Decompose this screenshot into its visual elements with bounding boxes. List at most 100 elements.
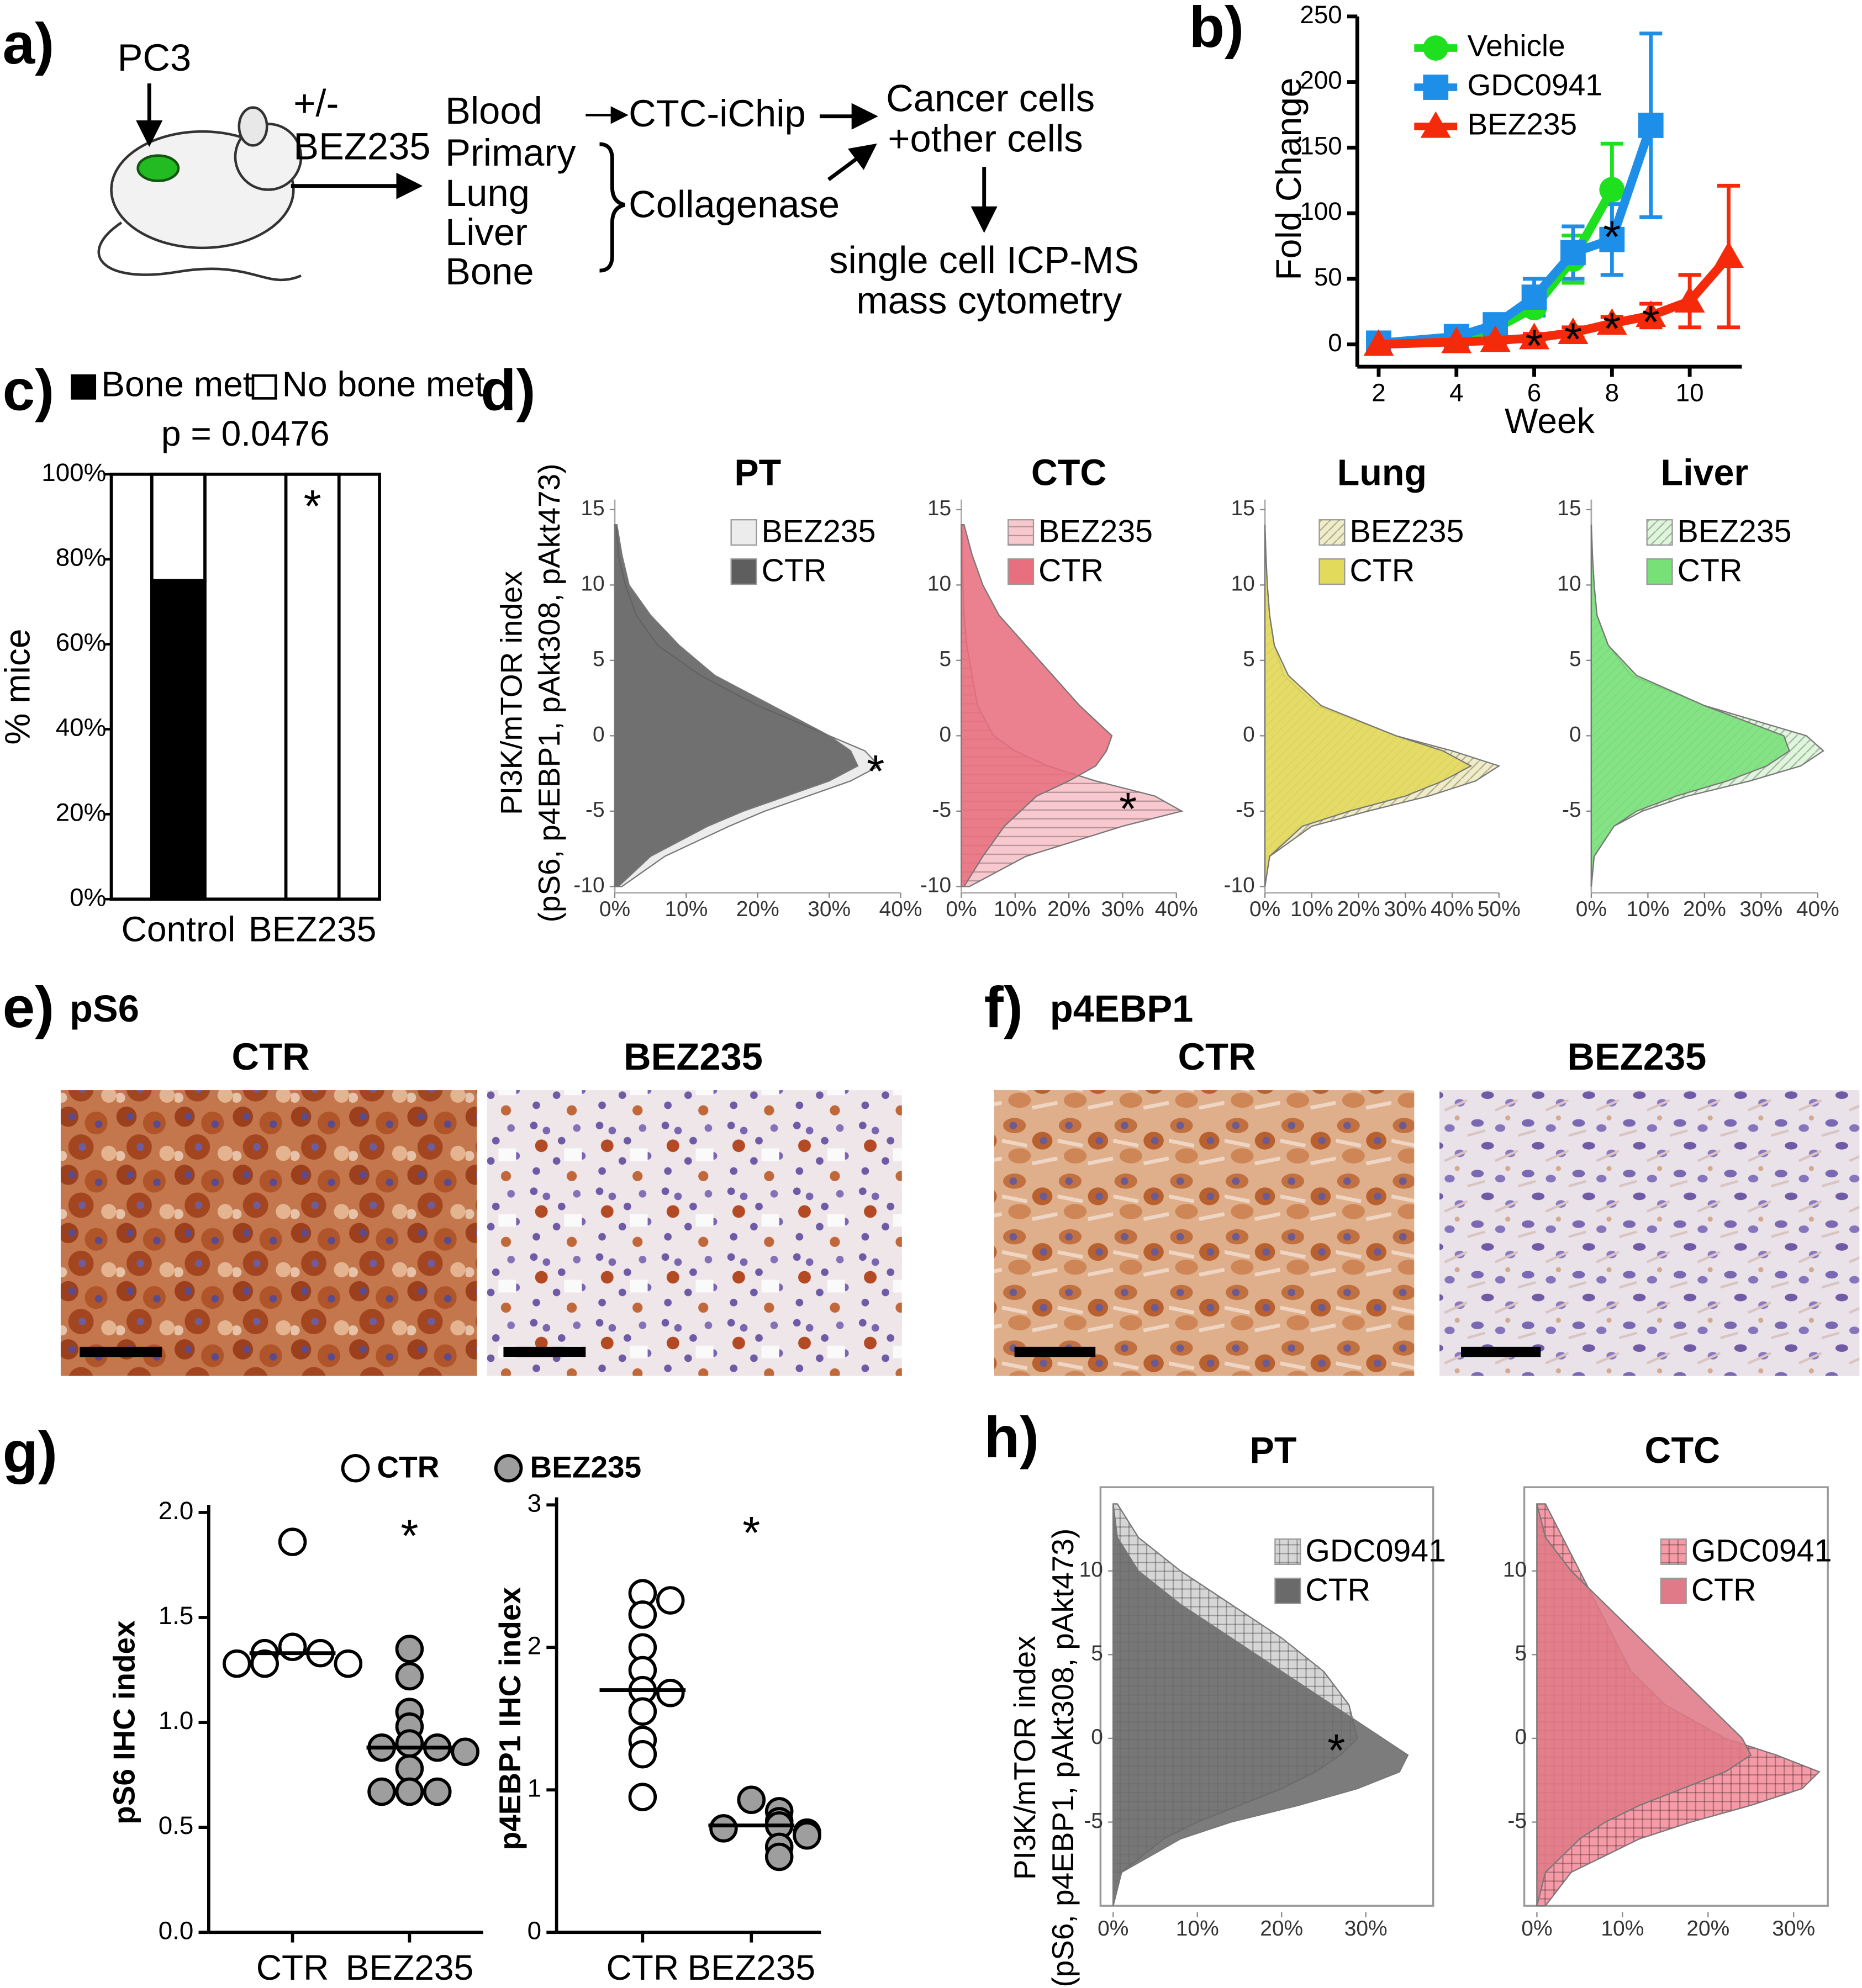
y-tick-label: 5 [1243,647,1255,671]
x-tick-label: 30% [1772,1917,1815,1941]
x-tick-label: 20% [1337,897,1380,921]
legend-swatch [730,558,757,585]
marker [1674,285,1705,313]
y-tick-label: 0 [1091,1725,1103,1749]
y-tick-label: 0 [1243,723,1255,747]
x-tick-label: 4 [1449,379,1463,407]
x-tick-label: Control [122,910,236,949]
legend-swatch [1646,519,1673,546]
x-tick-label: 0% [1098,1917,1128,1941]
dot [278,1527,307,1556]
plot-frame [1099,1486,1434,1907]
x-tick-label: 0% [599,897,630,921]
legend-label: Bone met [101,364,253,404]
panel-label: b) [1189,0,1244,60]
dot [737,1785,766,1815]
diagram-label: mass cytometry [856,279,1122,322]
y-tick-label: -5 [1508,1809,1527,1833]
dot [278,1632,307,1661]
y-tick-label: 10 [1557,572,1581,596]
brace [599,142,626,273]
legend-label: CTR [762,553,827,589]
diagram: PC3 +/- BEZ235 Blood Primary Lung Liver … [97,36,1139,322]
x-tick-label: 30% [808,897,851,921]
y-tick-label: -10 [920,874,951,897]
chart-title: PT [1250,1430,1297,1471]
diagram-label: +/- [293,82,339,125]
density-area [614,524,859,887]
legend-label: BEZ235 [1350,514,1464,549]
x-tick-label: 40% [1796,897,1839,921]
y-tick-label: 2.0 [159,1497,194,1525]
y-tick-label: 0.5 [159,1811,194,1839]
annotation: * [742,1508,760,1558]
marker [1521,284,1547,310]
y-tick-label: 80% [56,543,107,572]
y-tick-label: 15 [1231,496,1254,520]
diagram-label: CTC-iChip [629,92,806,135]
panel-label: f) [984,975,1023,1040]
dot [395,1777,424,1806]
x-tick-label: 0% [1249,897,1280,921]
x-tick-label: 10% [1626,897,1669,921]
y-tick-label: 0 [1328,329,1342,357]
y-tick-label: 20% [56,798,107,826]
y-tick-label: 0 [528,1916,541,1944]
marker [1480,325,1511,352]
x-tick-label: 10% [1176,1917,1219,1941]
annotation: * [1327,1725,1345,1776]
x-tick-label: 40% [1155,897,1198,921]
dot [628,1739,657,1769]
y-tick-label: -5 [1562,798,1581,822]
marker [1519,322,1550,350]
annotation: * [1564,314,1582,365]
chart-title: Liver [1661,453,1749,494]
annotation: * [304,481,321,532]
annotation: * [1119,784,1137,834]
legend-label: GDC0941 [1691,1533,1832,1568]
diagram-label: +other cells [888,118,1083,160]
ihc-image [487,1090,902,1376]
bar [150,579,207,901]
dot [395,1635,424,1663]
legend-swatch [1008,558,1035,585]
bar [284,472,341,901]
diagram-label: Bone [445,250,534,293]
ihc-image [994,1090,1415,1376]
x-tick-label: BEZ235 [346,1948,474,1987]
x-tick-label: 30% [1384,897,1427,921]
legend-swatch [1420,111,1451,138]
dot [764,1842,794,1871]
y-tick-label: 0 [593,723,605,747]
y-tick-label: 200 [1300,66,1342,94]
dot [395,1754,424,1783]
marker [1638,113,1664,138]
chart-title: CTC [1031,453,1106,494]
legend-swatch [251,374,277,400]
x-tick-label: 10% [1601,1917,1644,1941]
y-tick-label: 50 [1314,263,1342,291]
y-axis-title: Fold Change [1269,77,1309,280]
y-tick-label: 15 [581,496,604,520]
dot [367,1777,396,1806]
marker [1560,240,1586,266]
y-tick-label: 250 [1300,1,1342,29]
mouse-ear [238,106,268,147]
y-axis-title: pS6 IHC index [107,1620,141,1825]
diagram-label: Cancer cells [886,77,1095,119]
legend-swatch [1660,1538,1687,1565]
x-tick-label: 10% [994,897,1037,921]
y-tick-label: 0.0 [159,1916,194,1944]
chart-title: Lung [1337,453,1427,494]
legend-label: CTR [1038,553,1104,589]
y-axis-title: PI3K/mTOR index [1008,1636,1042,1880]
dot [793,1821,821,1850]
x-tick-label: 20% [736,897,779,921]
legend-label: CTR [1691,1572,1756,1608]
legend-swatch [1660,1577,1687,1604]
y-tick-label: 5 [593,647,605,671]
density-area [1590,525,1791,887]
legend-label: Vehicle [1467,29,1565,63]
panel-label: g) [3,1420,57,1485]
